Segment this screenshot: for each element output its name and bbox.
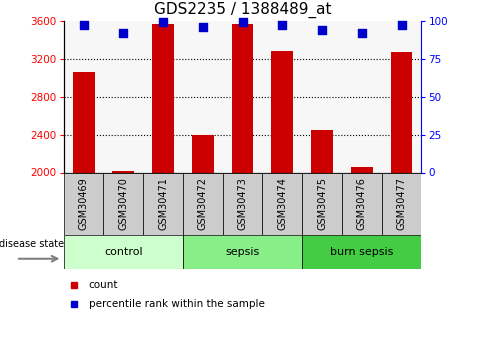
Point	[120, 30, 127, 36]
Bar	[103, 172, 143, 235]
Bar	[382, 172, 421, 235]
Point	[239, 19, 246, 25]
Bar	[302, 21, 342, 172]
Bar	[64, 235, 183, 269]
Bar	[382, 21, 421, 172]
Bar	[192, 135, 214, 172]
Text: GSM30470: GSM30470	[118, 177, 128, 230]
Text: control: control	[104, 247, 143, 257]
Bar	[143, 21, 183, 172]
Point	[159, 19, 167, 25]
Point	[397, 22, 405, 28]
Bar	[64, 21, 103, 172]
Text: count: count	[89, 280, 118, 290]
Text: percentile rank within the sample: percentile rank within the sample	[89, 299, 265, 309]
Bar	[302, 235, 421, 269]
Bar	[183, 21, 222, 172]
Text: GSM30472: GSM30472	[198, 177, 208, 230]
Bar	[152, 23, 174, 172]
Text: burn sepsis: burn sepsis	[330, 247, 393, 257]
Bar	[302, 172, 342, 235]
Bar	[103, 21, 143, 172]
Text: sepsis: sepsis	[225, 247, 260, 257]
Point	[80, 22, 88, 28]
Title: GDS2235 / 1388489_at: GDS2235 / 1388489_at	[154, 2, 331, 18]
Bar	[73, 72, 95, 172]
Text: GSM30474: GSM30474	[277, 177, 287, 230]
Bar	[391, 52, 413, 172]
Text: GSM30471: GSM30471	[158, 177, 168, 230]
Bar	[232, 23, 253, 172]
Text: disease state: disease state	[0, 239, 64, 249]
Point	[358, 30, 366, 36]
Point	[199, 24, 207, 30]
Point	[278, 22, 286, 28]
Text: GSM30475: GSM30475	[317, 177, 327, 230]
Bar	[271, 51, 293, 172]
Text: GSM30473: GSM30473	[238, 177, 247, 230]
Bar	[222, 172, 263, 235]
Bar	[183, 172, 222, 235]
Bar	[112, 170, 134, 172]
Bar	[263, 21, 302, 172]
Bar	[183, 235, 302, 269]
Text: GSM30477: GSM30477	[396, 177, 407, 230]
Bar	[342, 172, 382, 235]
Bar	[222, 21, 263, 172]
Bar	[263, 172, 302, 235]
Text: GSM30476: GSM30476	[357, 177, 367, 230]
Bar	[64, 172, 103, 235]
Bar	[351, 167, 373, 172]
Bar	[143, 172, 183, 235]
Bar	[311, 130, 333, 172]
Text: GSM30469: GSM30469	[78, 177, 89, 230]
Bar	[342, 21, 382, 172]
Point	[318, 27, 326, 32]
